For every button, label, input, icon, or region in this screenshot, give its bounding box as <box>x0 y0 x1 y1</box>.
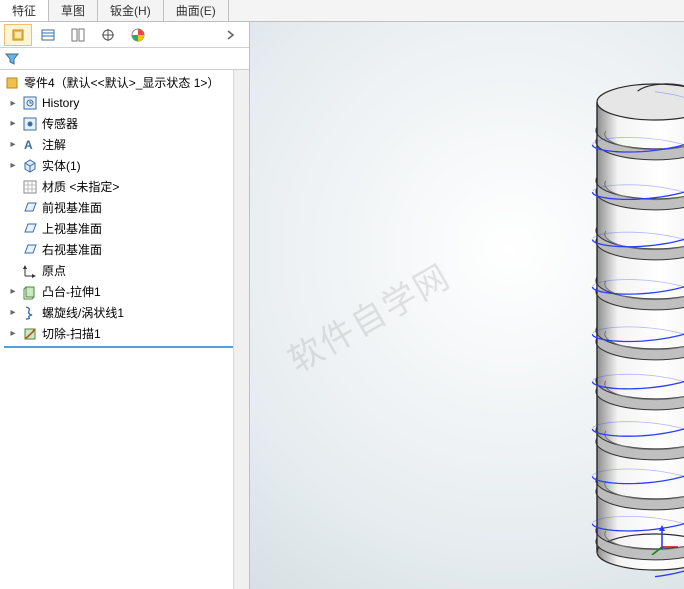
tab-sketch[interactable]: 草图 <box>49 0 98 21</box>
property-manager-tab-icon[interactable] <box>34 24 62 46</box>
tree-item[interactable]: 右视基准面 <box>0 239 249 260</box>
graphics-viewport[interactable]: 软件自学网 * <box>250 22 684 589</box>
tree-item-label: 螺旋线/涡状线1 <box>42 304 124 321</box>
plane-icon <box>22 242 38 258</box>
expander-icon[interactable]: ▸ <box>8 98 18 109</box>
tree-item-label: 原点 <box>42 262 66 279</box>
tree-root-label: 零件4（默认<<默认>_显示状态 1>） <box>24 74 219 91</box>
tree-item-label: 凸台-拉伸1 <box>42 283 101 300</box>
expander-icon[interactable]: ▸ <box>8 328 18 339</box>
solidbody-icon <box>22 158 38 174</box>
plane-icon <box>22 221 38 237</box>
expander-icon[interactable]: ▸ <box>8 160 18 171</box>
expander-icon[interactable]: ▸ <box>8 307 18 318</box>
part-icon <box>4 75 20 91</box>
plane-icon <box>22 200 38 216</box>
tree-item[interactable]: ▸ 切除-扫描1 <box>0 323 249 344</box>
annotation-icon: A <box>22 137 38 153</box>
tree-item-label: 前视基准面 <box>42 199 102 216</box>
tab-features[interactable]: 特征 <box>0 0 49 21</box>
tree-item-label: History <box>42 96 79 110</box>
origin-triad-icon: * <box>650 525 680 555</box>
tab-surface[interactable]: 曲面(E) <box>164 0 229 21</box>
tree-item-label: 切除-扫描1 <box>42 325 101 342</box>
rollback-bar[interactable] <box>4 346 245 348</box>
filter-icon[interactable] <box>4 51 20 67</box>
filter-row <box>0 48 249 70</box>
tab-sheetmetal[interactable]: 钣金(H) <box>98 0 164 21</box>
config-manager-tab-icon[interactable] <box>64 24 92 46</box>
sensor-icon <box>22 116 38 132</box>
tree-item[interactable]: ▸ 实体(1) <box>0 155 249 176</box>
tree-item[interactable]: 上视基准面 <box>0 218 249 239</box>
extrude-icon <box>22 284 38 300</box>
expander-icon[interactable]: ▸ <box>8 286 18 297</box>
overflow-chevron-icon[interactable] <box>217 24 245 46</box>
tree-item-label: 传感器 <box>42 115 78 132</box>
model-render <box>250 22 684 589</box>
tree-item-label: 材质 <未指定> <box>42 178 119 195</box>
expander-icon[interactable]: ▸ <box>8 139 18 150</box>
expander-icon[interactable]: ▸ <box>8 118 18 129</box>
svg-text:*: * <box>660 545 664 555</box>
sweepcut-icon <box>22 326 38 342</box>
tree-item[interactable]: 材质 <未指定> <box>0 176 249 197</box>
tree-item-label: 右视基准面 <box>42 241 102 258</box>
feature-manager-tab-icon[interactable] <box>4 24 32 46</box>
tree-scrollbar[interactable] <box>233 70 249 589</box>
manager-tab-icons <box>0 22 249 48</box>
tree-item[interactable]: 原点 <box>0 260 249 281</box>
ribbon-tabbar: 特征 草图 钣金(H) 曲面(E) <box>0 0 684 22</box>
tree-item-label: 上视基准面 <box>42 220 102 237</box>
tree-item[interactable]: 前视基准面 <box>0 197 249 218</box>
tree-root[interactable]: 零件4（默认<<默认>_显示状态 1>） <box>0 72 249 93</box>
feature-tree: 零件4（默认<<默认>_显示状态 1>） ▸ History ▸ 传感器 ▸ A 注解 ▸ 实体… <box>0 70 249 589</box>
origin-icon <box>22 263 38 279</box>
dimxpert-tab-icon[interactable] <box>94 24 122 46</box>
tree-item-label: 实体(1) <box>42 157 81 174</box>
tree-item[interactable]: ▸ 传感器 <box>0 113 249 134</box>
tree-item[interactable]: ▸ 螺旋线/涡状线1 <box>0 302 249 323</box>
material-icon <box>22 179 38 195</box>
tree-item[interactable]: ▸ 凸台-拉伸1 <box>0 281 249 302</box>
appearance-tab-icon[interactable] <box>124 24 152 46</box>
tree-item[interactable]: ▸ History <box>0 93 249 113</box>
tree-item[interactable]: ▸ A 注解 <box>0 134 249 155</box>
history-icon <box>22 95 38 111</box>
helix-icon <box>22 305 38 321</box>
feature-manager-panel: 零件4（默认<<默认>_显示状态 1>） ▸ History ▸ 传感器 ▸ A 注解 ▸ 实体… <box>0 22 250 589</box>
tree-item-label: 注解 <box>42 136 66 153</box>
svg-text:A: A <box>24 138 33 152</box>
